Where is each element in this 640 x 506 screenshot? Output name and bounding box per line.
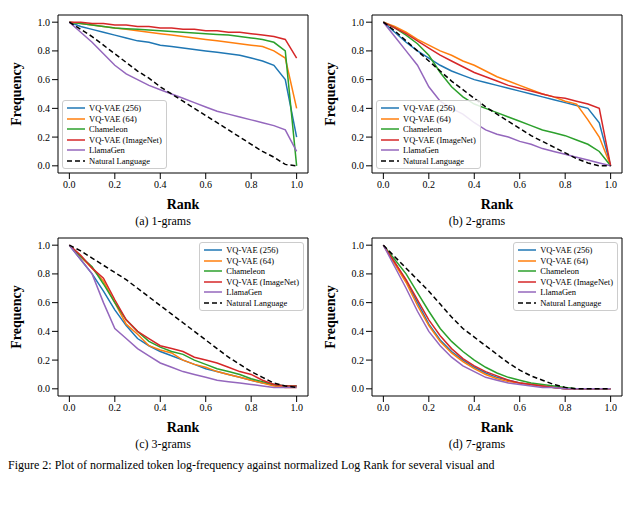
html-text:(c) 3-grams: (c) 3-grams	[135, 437, 191, 451]
svg-text:Rank: Rank	[481, 420, 514, 435]
svg-text:Rank: Rank	[481, 197, 514, 212]
html-text:VQ-VAE (256): VQ-VAE (256)	[403, 103, 455, 113]
html-text:VQ-VAE (ImageNet): VQ-VAE (ImageNet)	[403, 134, 476, 145]
html-text:Chameleon: Chameleon	[540, 266, 579, 276]
svg-text:0.2: 0.2	[423, 179, 436, 190]
svg-text:0.8: 0.8	[38, 45, 51, 56]
html-text:(b) 2-grams: (b) 2-grams	[448, 214, 506, 228]
svg-text:0.0: 0.0	[377, 402, 390, 413]
html-text:VQ-VAE (64): VQ-VAE (64)	[226, 255, 274, 266]
svg-text:0.0: 0.0	[377, 179, 390, 190]
svg-text:Frequency: Frequency	[323, 285, 338, 349]
html-text:VQ-VAE (ImageNet): VQ-VAE (ImageNet)	[89, 134, 162, 145]
svg-text:0.2: 0.2	[352, 355, 365, 366]
svg-text:0.4: 0.4	[38, 103, 51, 114]
html-text:VQ-VAE (64): VQ-VAE (64)	[403, 113, 451, 124]
svg-text:0.4: 0.4	[352, 326, 365, 337]
html-text:VQ-VAE (64): VQ-VAE (64)	[540, 255, 588, 266]
svg-text:0.2: 0.2	[109, 402, 122, 413]
html-text:Chameleon: Chameleon	[403, 124, 442, 134]
svg-text:Frequency: Frequency	[323, 62, 338, 126]
svg-text:0.6: 0.6	[38, 297, 51, 308]
html-text:Figure 2: Plot of normalized t: Figure 2: Plot of normalized token log-f…	[8, 458, 495, 472]
html-text:(d) 7-grams: (d) 7-grams	[448, 437, 506, 451]
html-text:VQ-VAE (256): VQ-VAE (256)	[89, 103, 141, 113]
svg-text:0.8: 0.8	[38, 268, 51, 279]
svg-text:0.0: 0.0	[352, 383, 365, 394]
svg-text:0.6: 0.6	[352, 74, 365, 85]
html-text:LlamaGen: LlamaGen	[89, 145, 125, 155]
svg-text:0.8: 0.8	[352, 268, 365, 279]
svg-text:Rank: Rank	[167, 420, 200, 435]
svg-text:Frequency: Frequency	[9, 62, 24, 126]
svg-text:0.4: 0.4	[154, 402, 167, 413]
html-text:Chameleon: Chameleon	[89, 124, 128, 134]
svg-text:0.8: 0.8	[245, 179, 258, 190]
svg-text:0.4: 0.4	[38, 326, 51, 337]
svg-text:0.2: 0.2	[109, 179, 122, 190]
html-text:VQ-VAE (64): VQ-VAE (64)	[89, 113, 137, 124]
svg-text:Rank: Rank	[167, 197, 200, 212]
svg-text:0.4: 0.4	[154, 179, 167, 190]
svg-text:0.6: 0.6	[38, 74, 51, 85]
svg-text:0.0: 0.0	[63, 402, 76, 413]
html-text:Natural Language: Natural Language	[540, 297, 602, 308]
svg-text:0.0: 0.0	[352, 160, 365, 171]
html-text:(a) 1-grams: (a) 1-grams	[135, 214, 191, 228]
svg-text:0.2: 0.2	[423, 402, 436, 413]
html-text:LlamaGen: LlamaGen	[403, 145, 439, 155]
svg-text:0.0: 0.0	[38, 383, 51, 394]
svg-text:1.0: 1.0	[604, 179, 617, 190]
svg-text:0.8: 0.8	[559, 402, 572, 413]
svg-text:0.6: 0.6	[352, 297, 365, 308]
svg-text:1.0: 1.0	[352, 240, 365, 251]
html-text:VQ-VAE (256): VQ-VAE (256)	[540, 245, 593, 255]
svg-text:1.0: 1.0	[38, 240, 51, 251]
html-text:VQ-VAE (ImageNet): VQ-VAE (ImageNet)	[540, 276, 613, 287]
svg-text:0.4: 0.4	[352, 103, 365, 114]
svg-text:1.0: 1.0	[290, 179, 303, 190]
svg-text:1.0: 1.0	[352, 17, 365, 28]
svg-text:0.6: 0.6	[199, 179, 212, 190]
svg-text:0.2: 0.2	[352, 132, 365, 143]
svg-text:0.4: 0.4	[468, 402, 481, 413]
svg-text:0.2: 0.2	[38, 355, 51, 366]
svg-text:0.2: 0.2	[38, 132, 51, 143]
html-text:Chameleon: Chameleon	[226, 266, 265, 276]
svg-text:0.0: 0.0	[63, 179, 76, 190]
svg-text:0.6: 0.6	[513, 179, 526, 190]
html-text:LlamaGen: LlamaGen	[226, 287, 263, 297]
svg-text:Frequency: Frequency	[9, 285, 24, 349]
html-text:Natural Language: Natural Language	[226, 297, 288, 308]
svg-text:0.8: 0.8	[559, 179, 572, 190]
html-text:VQ-VAE (256): VQ-VAE (256)	[226, 245, 279, 255]
svg-text:0.8: 0.8	[352, 45, 365, 56]
html-text:VQ-VAE (ImageNet): VQ-VAE (ImageNet)	[226, 276, 299, 287]
svg-text:0.4: 0.4	[468, 179, 481, 190]
html-text:Natural Language: Natural Language	[403, 155, 465, 166]
svg-text:0.8: 0.8	[245, 402, 258, 413]
svg-text:1.0: 1.0	[290, 402, 303, 413]
html-text:Natural Language: Natural Language	[89, 155, 151, 166]
svg-text:1.0: 1.0	[38, 17, 51, 28]
svg-text:0.0: 0.0	[38, 160, 51, 171]
svg-text:1.0: 1.0	[604, 402, 617, 413]
svg-text:0.6: 0.6	[513, 402, 526, 413]
html-text:LlamaGen: LlamaGen	[540, 287, 577, 297]
svg-text:0.6: 0.6	[199, 402, 212, 413]
